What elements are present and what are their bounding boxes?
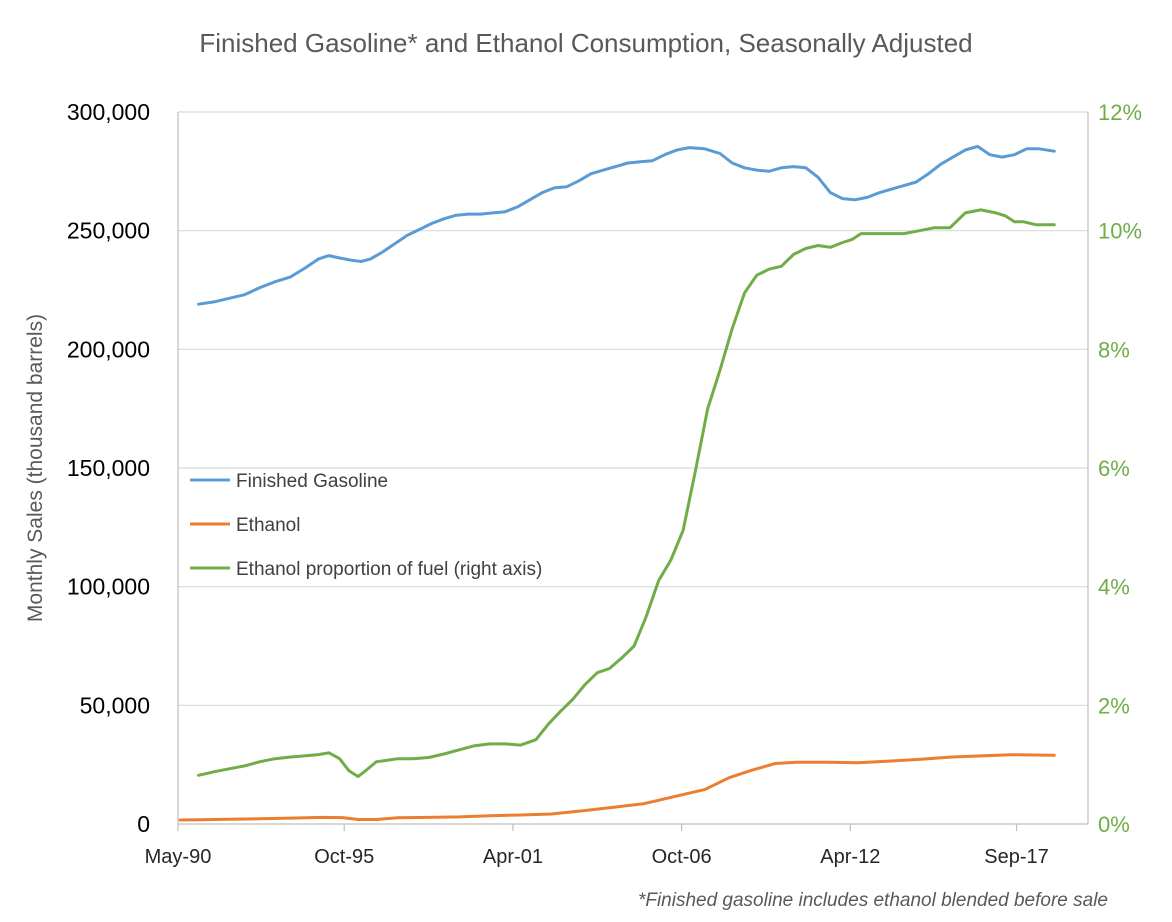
x-tick-label: Apr-01 bbox=[483, 846, 543, 868]
ethanol-line bbox=[178, 753, 1056, 822]
legend-label-gasoline: Finished Gasoline bbox=[236, 471, 388, 492]
y2-tick-label: 2% bbox=[1098, 693, 1130, 718]
gasoline-line bbox=[197, 144, 1056, 306]
y-tick-label: 200,000 bbox=[67, 336, 150, 362]
y-tick-label: 250,000 bbox=[67, 218, 150, 244]
x-tick-label: Oct-06 bbox=[652, 846, 712, 868]
footnote: *Finished gasoline includes ethanol blen… bbox=[638, 890, 1108, 911]
x-tick-label: May-90 bbox=[145, 846, 212, 868]
y-tick-label: 0 bbox=[137, 811, 150, 837]
legend-label-ethanol: Ethanol bbox=[236, 515, 300, 536]
y2-tick-label: 4% bbox=[1098, 575, 1130, 600]
ethanol-proportion-line bbox=[197, 208, 1056, 778]
legend-label-proportion: Ethanol proportion of fuel (right axis) bbox=[236, 559, 542, 580]
y-tick-label: 150,000 bbox=[67, 455, 150, 481]
y-tick-label: 100,000 bbox=[67, 574, 150, 600]
y2-tick-label: 0% bbox=[1098, 812, 1130, 837]
y2-tick-label: 8% bbox=[1098, 337, 1130, 362]
gridlines bbox=[178, 111, 1088, 706]
series-lines bbox=[178, 144, 1056, 822]
chart-title: Finished Gasoline* and Ethanol Consumpti… bbox=[199, 28, 972, 58]
axes: 0 0% 50,000 2% 100,000 4% 150,000 6% 200,000 8% 25… bbox=[67, 99, 1142, 868]
x-tick-label: Oct-95 bbox=[314, 846, 374, 868]
x-tick-label: Sep-17 bbox=[984, 846, 1049, 868]
y2-tick-label: 6% bbox=[1098, 456, 1130, 481]
y2-tick-label: 12% bbox=[1098, 100, 1142, 125]
x-tick-label: Apr-12 bbox=[820, 846, 880, 868]
legend: Finished Gasoline Ethanol Ethanol propor… bbox=[190, 471, 542, 580]
y-tick-label: 50,000 bbox=[80, 692, 150, 718]
y-tick-label: 300,000 bbox=[67, 99, 150, 125]
y-axis-label: Monthly Sales (thousand barrels) bbox=[24, 314, 47, 622]
y2-tick-label: 10% bbox=[1098, 219, 1142, 244]
